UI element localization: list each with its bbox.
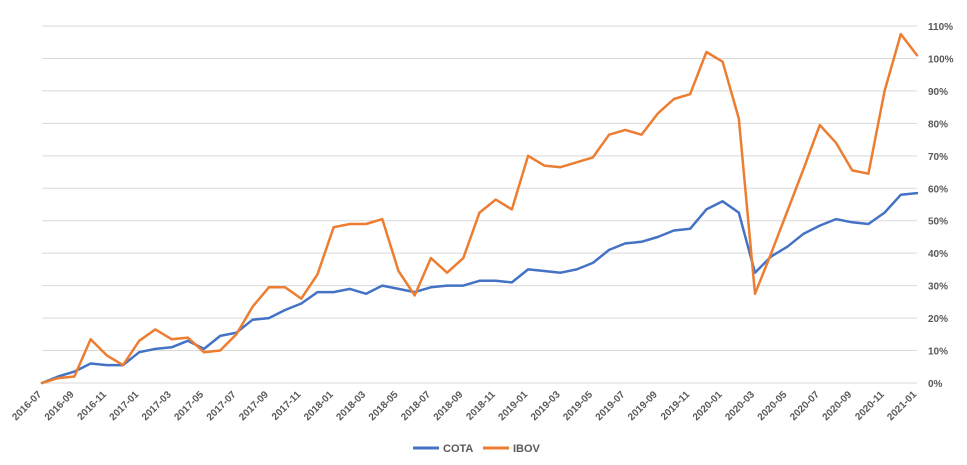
y-tick-label: 70% (928, 152, 948, 163)
legend: COTA IBOV (413, 443, 541, 455)
x-tick-label: 2020-09 (821, 389, 855, 423)
y-axis-tick-labels: 0% 10% 20% 30% 40% 50% 60% 70% 80% 90% 100% 110% (928, 22, 954, 390)
y-tick-label: 90% (928, 87, 948, 98)
x-tick-label: 2019-07 (594, 389, 628, 423)
series-line-cota (40, 191, 919, 385)
x-tick-label: 2018-03 (334, 389, 368, 423)
y-tick-label: 20% (928, 314, 948, 325)
series-lines (40, 32, 919, 385)
x-tick-label: 2020-07 (788, 389, 822, 423)
x-tick-label: 2021-01 (885, 389, 919, 423)
x-tick-label: 2016-09 (43, 389, 77, 423)
y-tick-label: 10% (928, 347, 948, 358)
x-tick-label: 2020-01 (691, 389, 725, 423)
x-tick-label: 2017-09 (237, 389, 271, 423)
legend-label-cota: COTA (443, 443, 473, 455)
x-tick-label: 2018-07 (399, 389, 433, 423)
x-tick-label: 2019-09 (626, 389, 660, 423)
y-tick-label: 80% (928, 119, 948, 130)
x-tick-label: 2018-09 (432, 389, 466, 423)
x-tick-label: 2019-05 (561, 389, 595, 423)
x-tick-label: 2018-01 (302, 389, 336, 423)
x-tick-label: 2017-11 (270, 389, 304, 423)
y-tick-label: 110% (928, 22, 953, 33)
y-tick-label: 100% (928, 54, 954, 65)
x-tick-label: 2018-11 (464, 389, 498, 423)
x-tick-label: 2019-03 (529, 389, 563, 423)
legend-label-ibov: IBOV (513, 443, 541, 455)
y-tick-label: 40% (928, 249, 948, 260)
x-tick-label: 2017-07 (205, 389, 239, 423)
gridlines (42, 25, 917, 384)
x-tick-label: 2016-07 (10, 389, 44, 423)
x-tick-label: 2020-05 (756, 389, 790, 423)
y-tick-label: 30% (928, 282, 948, 293)
y-tick-label: 60% (928, 184, 948, 195)
x-tick-label: 2020-11 (853, 389, 887, 423)
x-tick-label: 2017-03 (140, 389, 174, 423)
series-line-ibov (40, 32, 919, 385)
y-tick-label: 0% (928, 379, 943, 390)
x-tick-label: 2017-05 (172, 389, 206, 423)
y-tick-label: 50% (928, 217, 948, 228)
x-tick-label: 2019-11 (659, 389, 693, 423)
x-tick-label: 2019-01 (497, 389, 531, 423)
x-tick-label: 2018-05 (367, 389, 401, 423)
x-tick-label: 2017-01 (108, 389, 142, 423)
x-tick-label: 2020-03 (723, 389, 757, 423)
x-tick-label: 2016-11 (76, 389, 110, 423)
